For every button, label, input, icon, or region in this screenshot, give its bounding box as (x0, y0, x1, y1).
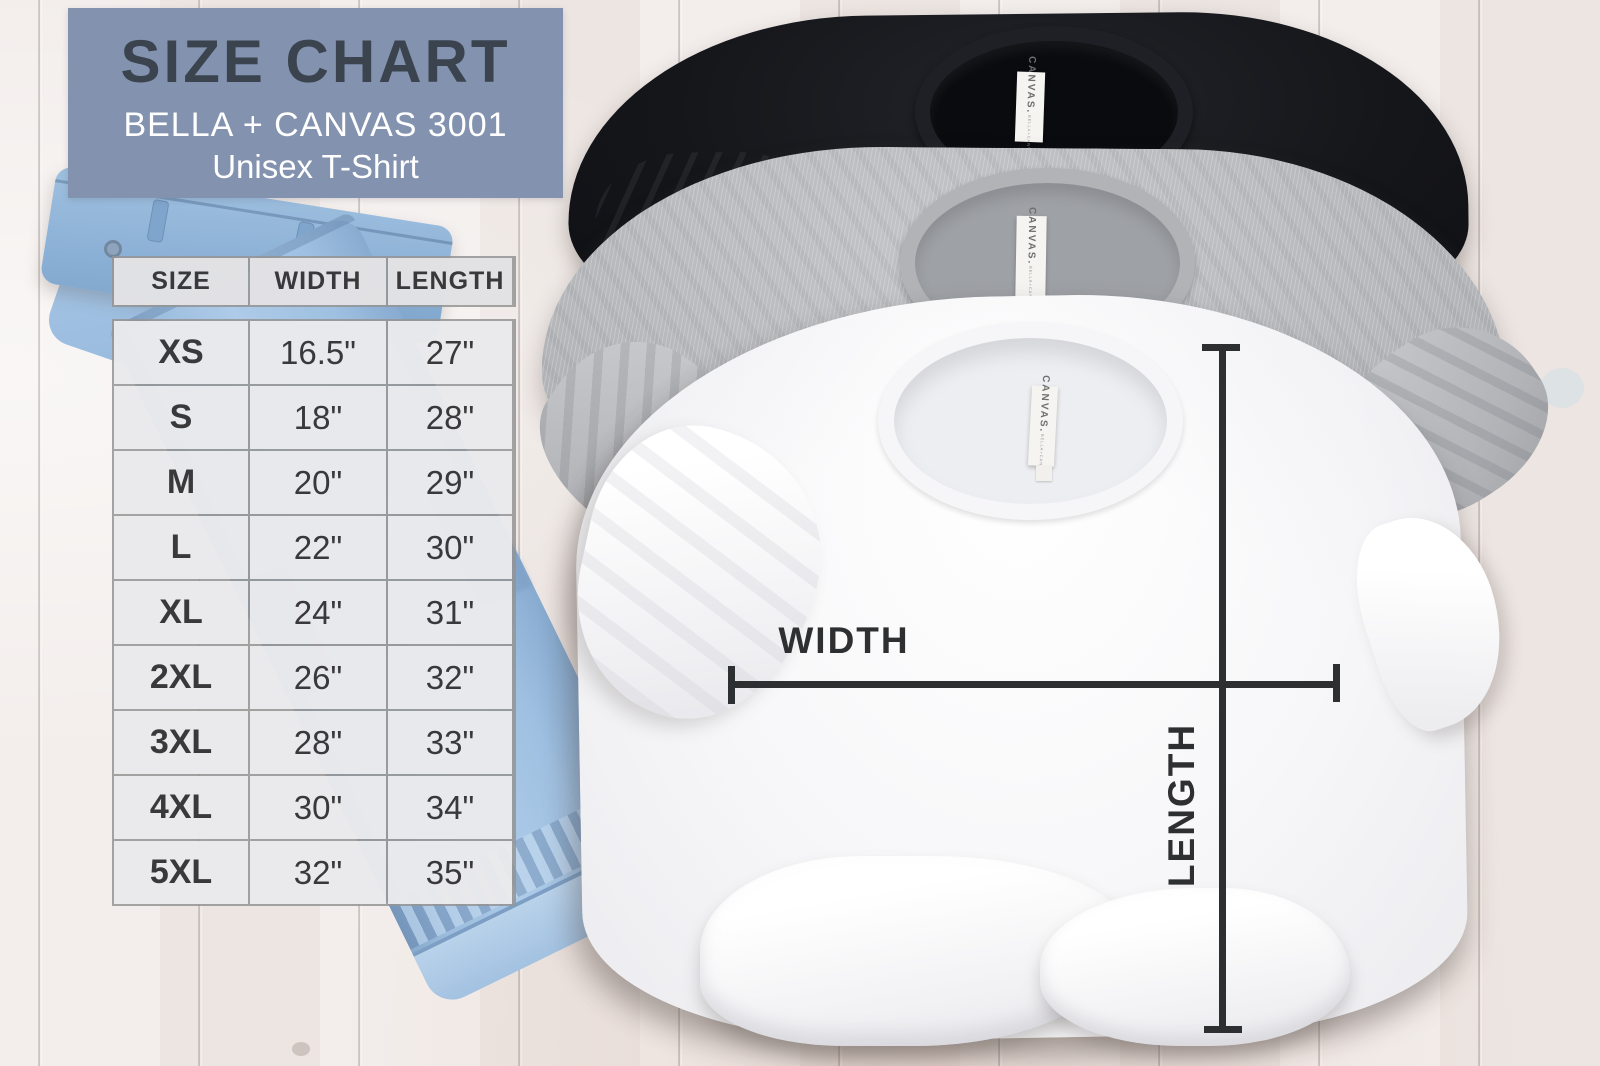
width-measure-endcap-right (1333, 664, 1340, 702)
column-header-size: SIZE (114, 258, 248, 305)
tag-brand-text: CANVAS. (1025, 207, 1038, 266)
table-cell-length: 31" (388, 581, 512, 644)
table-cell-width: 18" (250, 386, 386, 449)
table-cell-size: 3XL (114, 711, 248, 774)
title-block: SIZE CHART BELLA + CANVAS 3001 Unisex T-… (68, 8, 563, 198)
table-cell-size: 2XL (114, 646, 248, 709)
tag-brand-text: CANVAS. (1037, 375, 1052, 434)
length-measure-line (1219, 347, 1226, 1030)
table-cell-length: 30" (388, 516, 512, 579)
length-measure-label: LENGTH (1161, 722, 1202, 888)
width-measure-line (731, 681, 1337, 688)
column-header-width: WIDTH (250, 258, 386, 305)
product-line: BELLA + CANVAS 3001 (123, 106, 508, 144)
table-cell-size: L (114, 516, 248, 579)
table-cell-length: 34" (388, 776, 512, 839)
table-cell-size: M (114, 451, 248, 514)
table-cell-size: XS (114, 321, 248, 384)
gray-tshirt-neck-tag: CANVAS. BELLA+CANVAS (1015, 207, 1047, 309)
table-cell-size: 4XL (114, 776, 248, 839)
size-table-header-row: SIZE WIDTH LENGTH (112, 256, 516, 307)
table-cell-width: 26" (250, 646, 386, 709)
table-cell-size: 5XL (114, 841, 248, 904)
size-table: SIZE WIDTH LENGTH XS 16.5" 27" S 18" 28"… (112, 256, 516, 906)
white-tshirt-size-tab (1036, 466, 1052, 481)
white-tshirt-neck-tag: CANVAS. BELLA+CANVAS (1027, 375, 1059, 477)
table-cell-width: 30" (250, 776, 386, 839)
width-measure-endcap-left (728, 666, 735, 704)
table-cell-width: 20" (250, 451, 386, 514)
size-table-body: XS 16.5" 27" S 18" 28" M 20" 29" L 22" 3… (112, 319, 516, 906)
table-cell-length: 33" (388, 711, 512, 774)
length-measure-endcap-bottom (1204, 1026, 1242, 1033)
column-header-length: LENGTH (388, 258, 512, 305)
table-cell-length: 29" (388, 451, 512, 514)
table-cell-width: 16.5" (250, 321, 386, 384)
table-cell-length: 27" (388, 321, 512, 384)
table-cell-length: 35" (388, 841, 512, 904)
table-cell-width: 24" (250, 581, 386, 644)
table-cell-length: 32" (388, 646, 512, 709)
length-measure-endcap-top (1202, 344, 1240, 351)
black-tshirt-neck-tag: CANVAS. BELLA+CANVAS (1014, 56, 1046, 158)
white-tshirt-fabric-fold (1040, 888, 1350, 1046)
table-cell-width: 28" (250, 711, 386, 774)
table-cell-width: 22" (250, 516, 386, 579)
tag-brand-text: CANVAS. (1024, 56, 1038, 115)
page-title: SIZE CHART (120, 28, 511, 95)
table-cell-length: 28" (388, 386, 512, 449)
table-cell-size: S (114, 386, 248, 449)
table-cell-size: XL (114, 581, 248, 644)
wood-knot (292, 1042, 310, 1056)
width-measure-label: WIDTH (778, 620, 910, 661)
table-cell-width: 32" (250, 841, 386, 904)
product-type: Unisex T-Shirt (212, 148, 419, 185)
